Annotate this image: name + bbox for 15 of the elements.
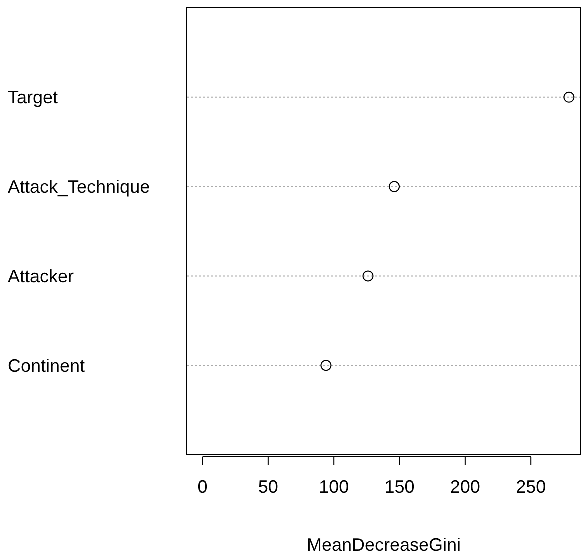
y-tick-label: Attacker xyxy=(8,266,74,286)
x-axis-title: MeanDecreaseGini xyxy=(306,535,462,555)
x-tick-label: 0 xyxy=(198,477,208,497)
point xyxy=(362,270,374,282)
point xyxy=(320,360,332,372)
x-tick-label: 250 xyxy=(516,477,546,497)
point xyxy=(564,92,575,103)
x-tick-label: 100 xyxy=(319,477,350,497)
x-tick-label: 150 xyxy=(384,477,415,497)
point xyxy=(389,181,400,192)
y-tick-label: Target xyxy=(8,88,58,108)
x-tick-label: 200 xyxy=(450,477,480,497)
x-tick-label: 50 xyxy=(258,477,278,497)
y-tick-label: Continent xyxy=(8,356,86,376)
y-tick-label: Attack_Technique xyxy=(8,177,150,198)
